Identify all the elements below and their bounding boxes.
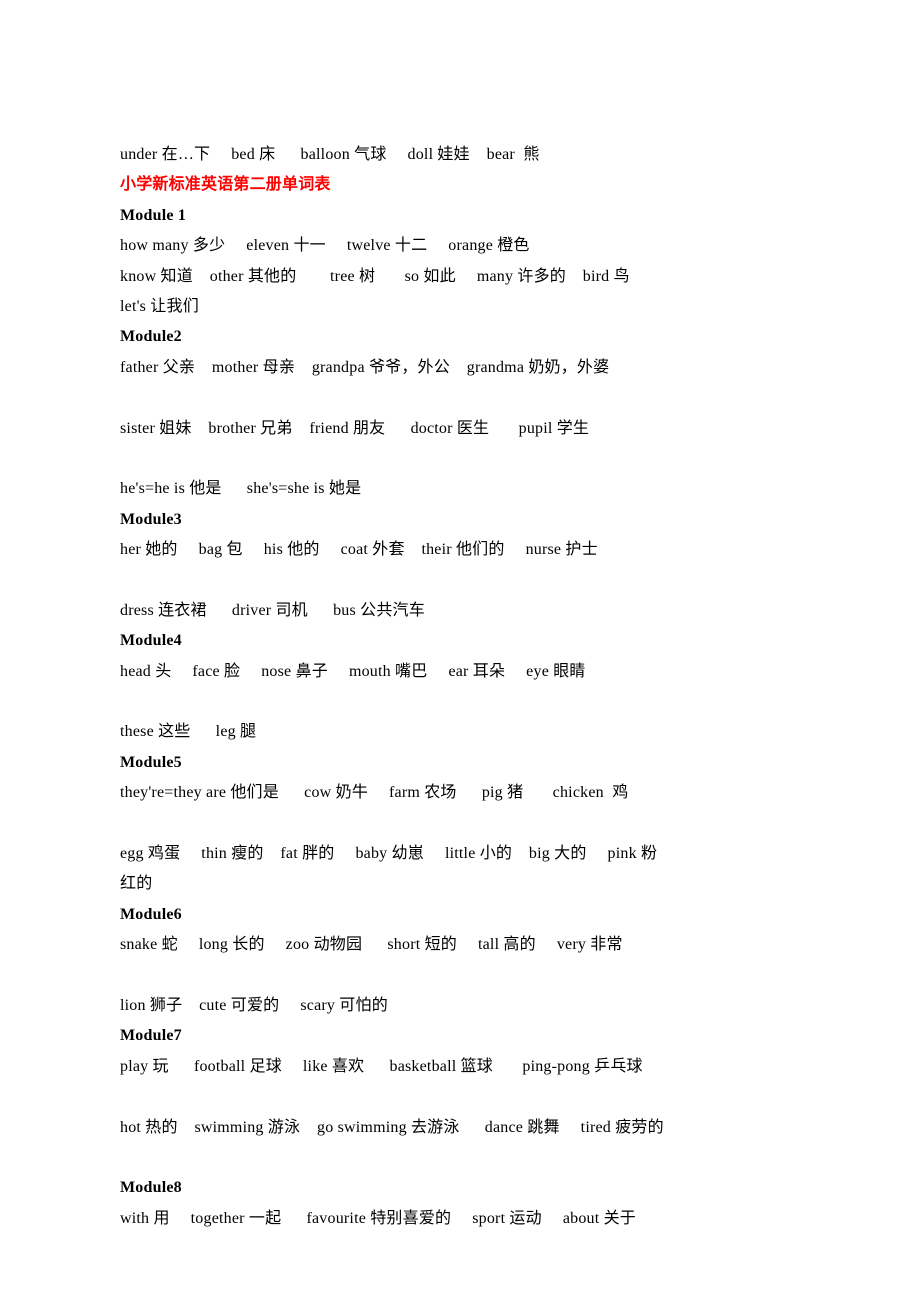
module-header: Module 1 [120, 201, 800, 231]
vocab-line [120, 565, 800, 595]
vocab-line: they're=they are 他们是 cow 奶牛 farm 农场 pig … [120, 778, 800, 808]
module-header: Module2 [120, 322, 800, 352]
vocab-line [120, 809, 800, 839]
vocab-line: know 知道 other 其他的 tree 树 so 如此 many 许多的 … [120, 262, 800, 292]
document-title: 小学新标准英语第二册单词表 [120, 170, 800, 200]
module-header: Module3 [120, 505, 800, 535]
vocab-line [120, 383, 800, 413]
module-header: Module4 [120, 626, 800, 656]
vocab-line: 红的 [120, 869, 800, 899]
vocab-line: head 头 face 脸 nose 鼻子 mouth 嘴巴 ear 耳朵 ey… [120, 657, 800, 687]
vocab-line [120, 1143, 800, 1173]
vocab-line: sister 姐妹 brother 兄弟 friend 朋友 doctor 医生… [120, 414, 800, 444]
document-page: under 在…下 bed 床 balloon 气球 doll 娃娃 bear … [0, 0, 920, 1314]
vocab-line: lion 狮子 cute 可爱的 scary 可怕的 [120, 991, 800, 1021]
vocab-line: how many 多少 eleven 十一 twelve 十二 orange 橙… [120, 231, 800, 261]
module-header: Module5 [120, 748, 800, 778]
vocab-line: snake 蛇 long 长的 zoo 动物园 short 短的 tall 高的… [120, 930, 800, 960]
vocab-line: he's=he is 他是 she's=she is 她是 [120, 474, 800, 504]
modules-container: Module 1how many 多少 eleven 十一 twelve 十二 … [120, 201, 800, 1234]
vocab-line: dress 连衣裙 driver 司机 bus 公共汽车 [120, 596, 800, 626]
vocab-line: her 她的 bag 包 his 他的 coat 外套 their 他们的 nu… [120, 535, 800, 565]
vocab-line: hot 热的 swimming 游泳 go swimming 去游泳 dance… [120, 1113, 800, 1143]
top-line: under 在…下 bed 床 balloon 气球 doll 娃娃 bear … [120, 140, 800, 170]
vocab-line: play 玩 football 足球 like 喜欢 basketball 篮球… [120, 1052, 800, 1082]
vocab-line: these 这些 leg 腿 [120, 717, 800, 747]
vocab-line: father 父亲 mother 母亲 grandpa 爷爷，外公 grandm… [120, 353, 800, 383]
module-header: Module7 [120, 1021, 800, 1051]
vocab-line [120, 961, 800, 991]
vocab-line [120, 687, 800, 717]
module-header: Module6 [120, 900, 800, 930]
vocab-line [120, 444, 800, 474]
vocab-line: let's 让我们 [120, 292, 800, 322]
module-header: Module8 [120, 1173, 800, 1203]
vocab-line: egg 鸡蛋 thin 瘦的 fat 胖的 baby 幼崽 little 小的 … [120, 839, 800, 869]
vocab-line: with 用 together 一起 favourite 特别喜爱的 sport… [120, 1204, 800, 1234]
vocab-line [120, 1082, 800, 1112]
